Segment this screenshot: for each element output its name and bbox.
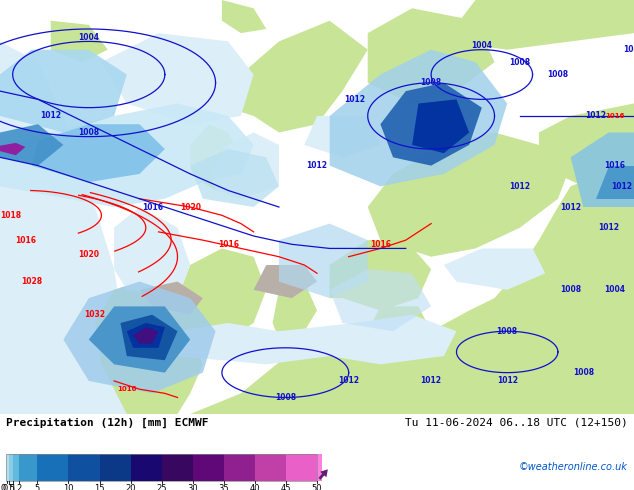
Text: 1032: 1032 [84, 310, 106, 319]
Text: 1020: 1020 [179, 202, 201, 212]
Text: 1012: 1012 [611, 182, 632, 191]
Text: 15: 15 [94, 484, 105, 490]
Text: 1012: 1012 [598, 223, 619, 232]
Text: 5: 5 [35, 484, 40, 490]
Text: 1016: 1016 [370, 240, 391, 249]
Text: 45: 45 [281, 484, 291, 490]
Text: 1008: 1008 [275, 393, 296, 402]
Text: ©weatheronline.co.uk: ©weatheronline.co.uk [519, 462, 628, 472]
Text: 1012: 1012 [306, 161, 328, 170]
Text: 1016: 1016 [117, 386, 136, 392]
Text: 2: 2 [16, 484, 22, 490]
Text: 25: 25 [157, 484, 167, 490]
Text: 1008: 1008 [573, 368, 594, 377]
Text: 1016: 1016 [605, 113, 624, 119]
Text: 1008: 1008 [560, 285, 581, 294]
Bar [193, 454, 224, 481]
Text: 1012: 1012 [585, 111, 607, 121]
Bar [37, 454, 68, 481]
Text: 30: 30 [188, 484, 198, 490]
Bar [7, 454, 10, 481]
Text: 1012: 1012 [560, 202, 581, 212]
Text: 1008: 1008 [420, 78, 442, 87]
Text: 1012: 1012 [344, 95, 366, 104]
Text: 0.5: 0.5 [3, 484, 16, 490]
Text: 1008: 1008 [509, 58, 531, 67]
Bar [255, 454, 286, 481]
Bar [100, 454, 131, 481]
Text: 1008: 1008 [78, 128, 100, 137]
Text: 1012: 1012 [338, 376, 359, 386]
Text: Precipitation (12h) [mm] ECMWF: Precipitation (12h) [mm] ECMWF [6, 418, 209, 428]
Bar [68, 454, 100, 481]
Text: 1012: 1012 [420, 376, 442, 386]
Text: 1020: 1020 [78, 250, 100, 259]
Text: 1016: 1016 [217, 240, 239, 249]
Text: 1028: 1028 [21, 277, 42, 286]
Text: 1016: 1016 [15, 236, 36, 245]
Text: 10: 10 [63, 484, 74, 490]
Bar [162, 454, 193, 481]
Text: 0.1: 0.1 [1, 484, 13, 490]
Bar [13, 454, 19, 481]
Bar [6, 454, 317, 481]
Bar [19, 454, 37, 481]
Text: 20: 20 [126, 484, 136, 490]
Text: 1004: 1004 [471, 41, 493, 50]
Bar [317, 454, 321, 481]
Bar [224, 454, 255, 481]
Text: 1: 1 [10, 484, 15, 490]
Text: 1004: 1004 [78, 33, 100, 42]
Text: 1004: 1004 [604, 285, 626, 294]
Text: Tu 11-06-2024 06..18 UTC (12+150): Tu 11-06-2024 06..18 UTC (12+150) [405, 418, 628, 428]
Text: 1012: 1012 [509, 182, 531, 191]
Bar [10, 454, 13, 481]
Text: 1008: 1008 [547, 70, 569, 79]
Text: 1016: 1016 [604, 161, 626, 170]
Text: 1016: 1016 [141, 202, 163, 212]
Text: 1016: 1016 [623, 45, 634, 54]
Bar [131, 454, 162, 481]
Text: 40: 40 [250, 484, 260, 490]
Text: 1018: 1018 [0, 211, 21, 220]
Text: 50: 50 [312, 484, 322, 490]
Bar [286, 454, 317, 481]
Text: 1012: 1012 [40, 111, 61, 121]
Text: 1012: 1012 [496, 376, 518, 386]
Text: 35: 35 [219, 484, 229, 490]
Text: 1008: 1008 [496, 327, 518, 336]
